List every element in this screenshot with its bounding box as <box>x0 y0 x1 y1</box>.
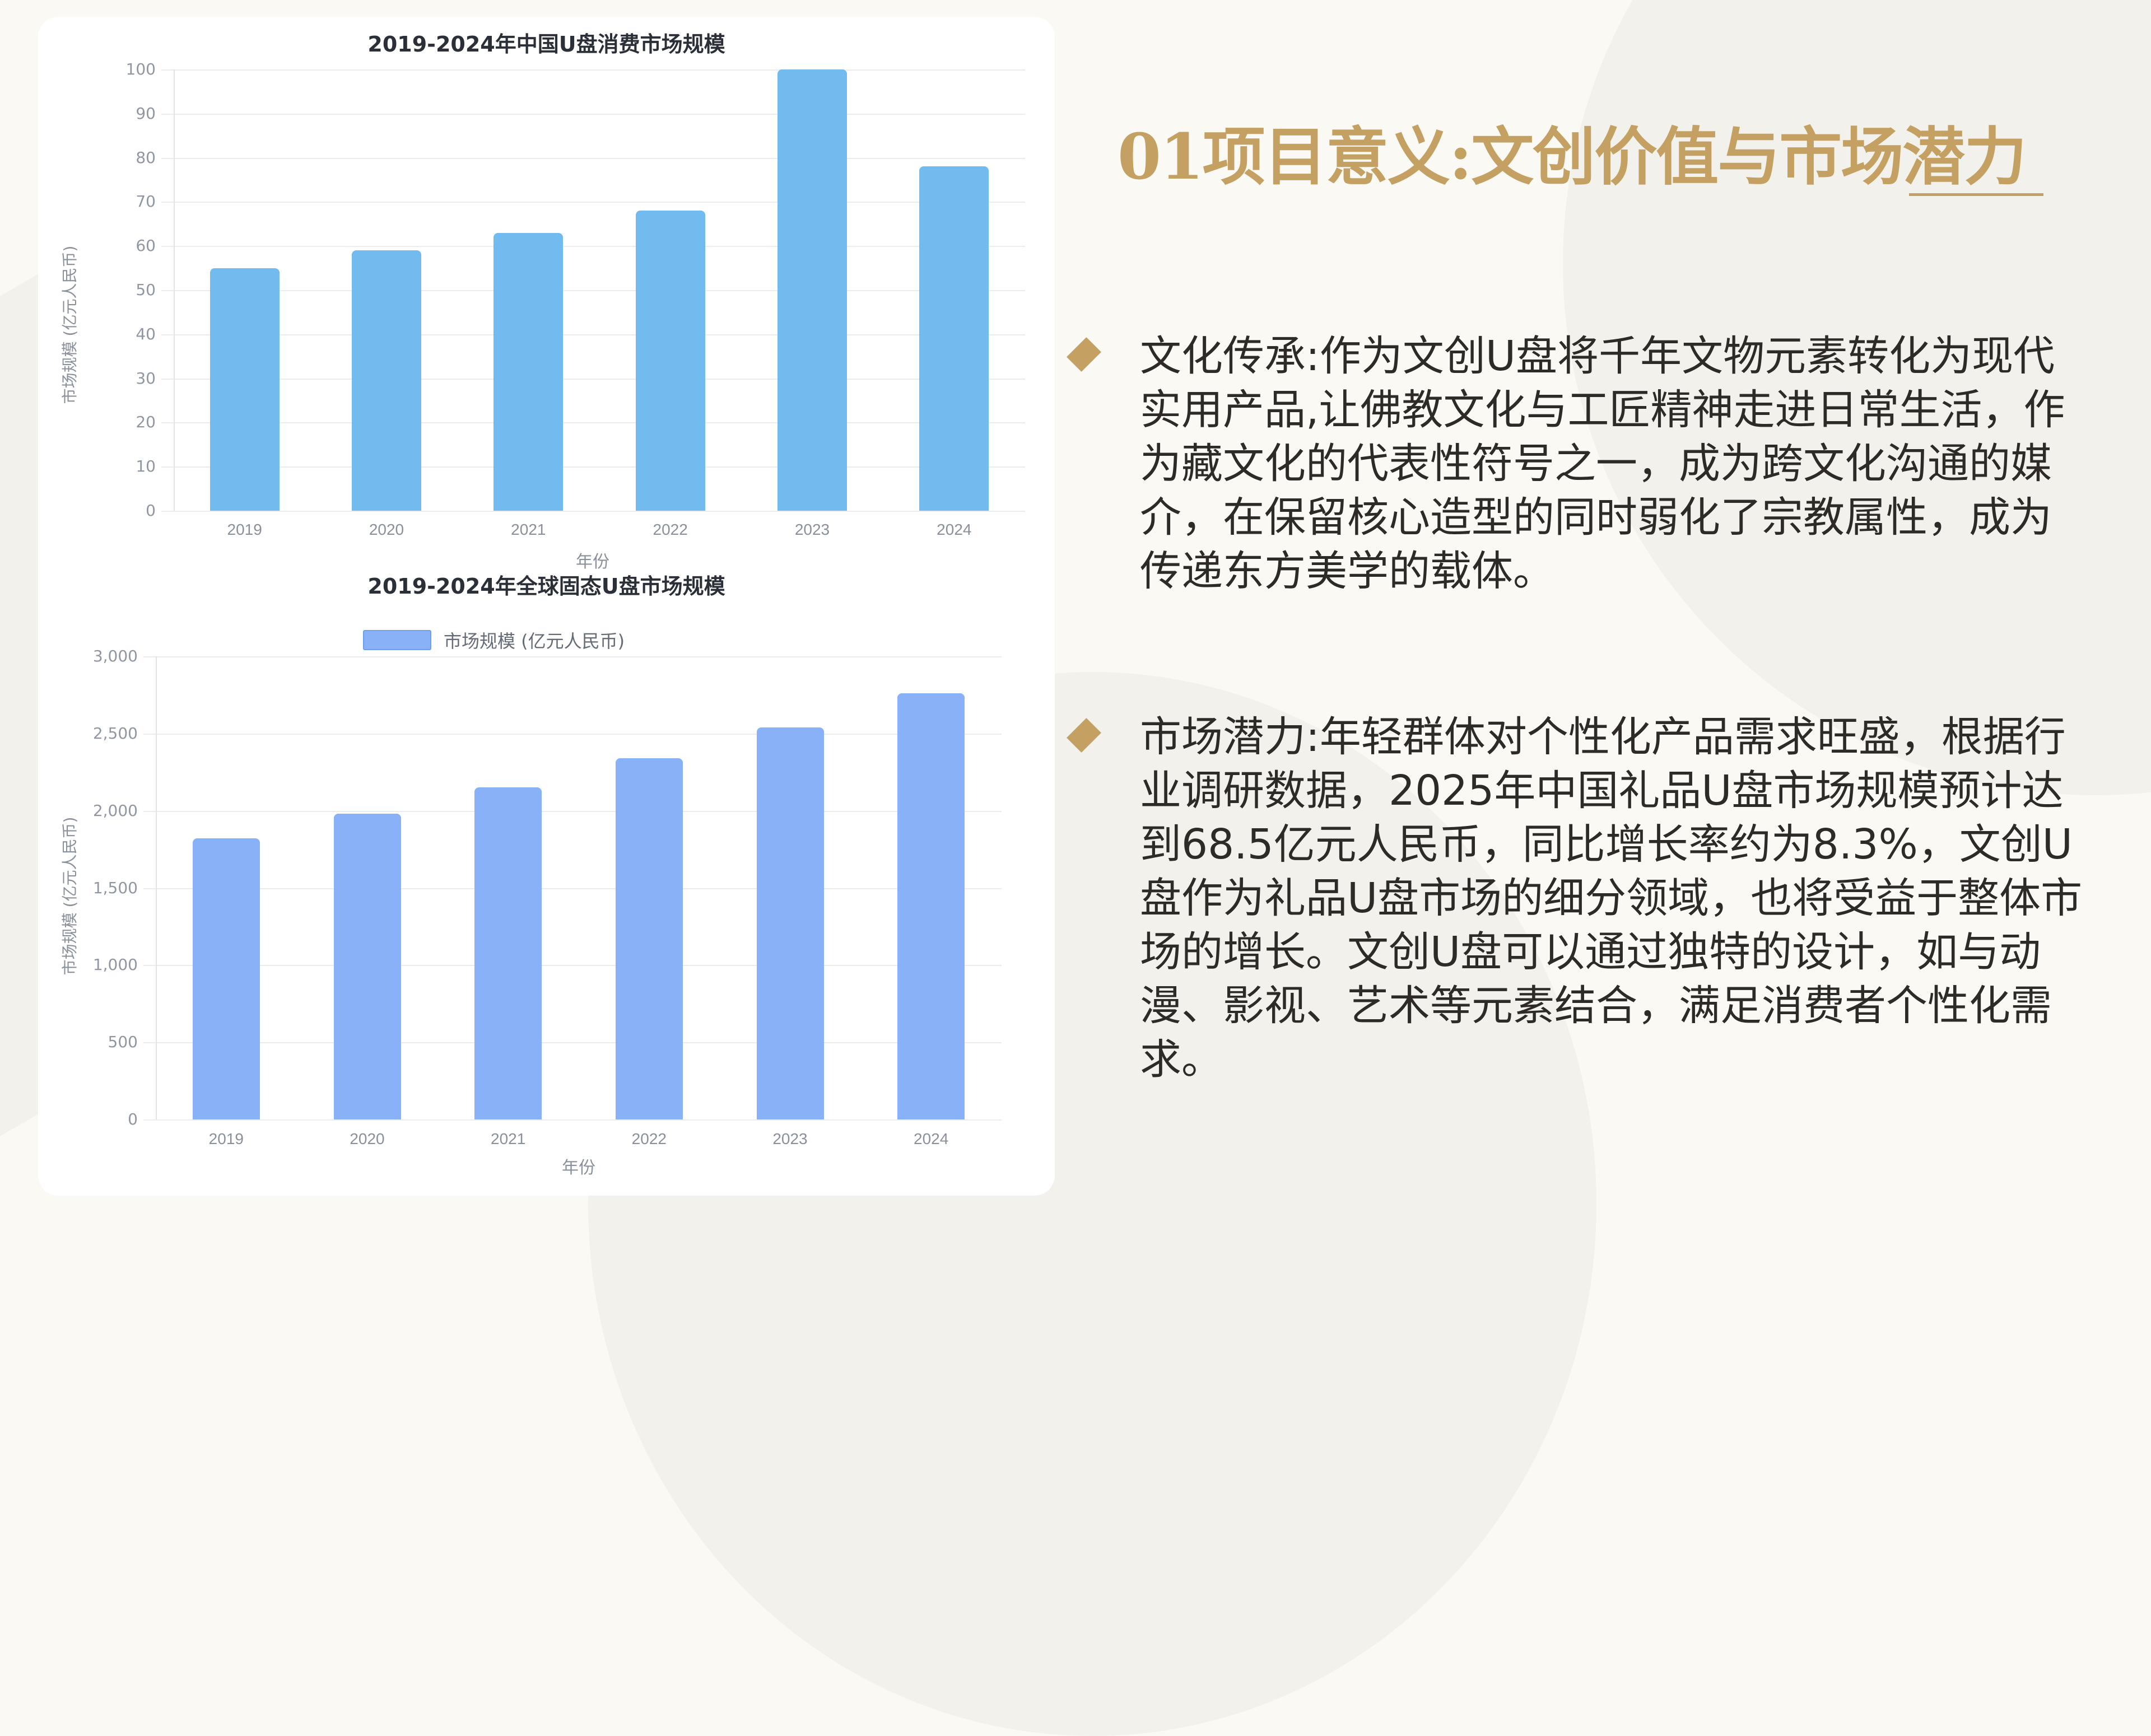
grid-line <box>161 466 1025 468</box>
y-tick-label: 20 <box>136 413 156 432</box>
y-tick-label: 60 <box>136 236 156 255</box>
grid-line <box>161 422 1025 424</box>
y-tick-label: 80 <box>136 148 156 167</box>
bullet-text: 文化传承:作为文创U盘将千年文物元素转化为现代实用产品,让佛教文化与工匠精神走进… <box>1140 332 2065 595</box>
legend-label: 市场规模 (亿元人民币) <box>444 631 625 652</box>
y-tick-label: 3,000 <box>92 647 138 665</box>
chart-title: 2019-2024年全球固态U盘市场规模 <box>367 574 725 599</box>
y-tick-label: 1,000 <box>92 955 138 974</box>
bar-2022[interactable] <box>615 758 683 1119</box>
grid-line <box>161 511 1025 512</box>
bar-2022[interactable] <box>635 211 705 511</box>
bar-2023[interactable] <box>777 69 847 511</box>
y-axis-line <box>174 69 175 511</box>
y-tick-label: 30 <box>136 368 156 388</box>
y-tick-label: 0 <box>128 1110 138 1128</box>
x-tick-label: 2022 <box>653 521 688 538</box>
grid-line <box>143 1119 1002 1121</box>
legend-swatch <box>363 630 431 650</box>
y-tick-label: 70 <box>136 192 156 211</box>
grid-line <box>161 334 1025 335</box>
x-axis-label: 年份 <box>576 552 609 572</box>
bar-2021[interactable] <box>493 232 564 511</box>
grid-line <box>161 113 1025 115</box>
y-tick-label: 2,000 <box>92 801 138 820</box>
chart-legend: 市场规模 (亿元人民币) <box>363 627 625 653</box>
grid-line <box>143 733 1002 735</box>
bar-2023[interactable] <box>756 727 824 1119</box>
bar-2019[interactable] <box>192 838 260 1119</box>
x-tick-label: 2021 <box>491 1130 526 1147</box>
y-axis-line <box>156 656 157 1119</box>
title-underline <box>1909 193 2043 196</box>
x-tick-label: 2024 <box>914 1130 949 1147</box>
diamond-bullet-icon <box>1067 337 1101 372</box>
y-tick-label: 90 <box>136 104 156 123</box>
y-tick-label: 50 <box>136 281 156 299</box>
grid-line <box>161 290 1025 291</box>
bullet-text: 市场潜力:年轻群体对个性化产品需求旺盛，根据行业调研数据，2025年中国礼品U盘… <box>1140 713 2083 1084</box>
y-tick-label: 0 <box>146 501 156 520</box>
bar-2020[interactable] <box>352 250 421 511</box>
bar-2020[interactable] <box>333 814 401 1119</box>
grid-line <box>143 1042 1002 1044</box>
x-tick-label: 2023 <box>794 521 830 538</box>
grid-line <box>143 888 1002 889</box>
grid-line <box>161 157 1025 159</box>
x-tick-label: 2023 <box>772 1130 808 1147</box>
x-tick-label: 2024 <box>937 521 972 538</box>
y-axis-label: 市场规模 (亿元人民币) <box>60 245 79 404</box>
bar-2024[interactable] <box>919 166 989 511</box>
charts-card: 2019-2024年中国U盘消费市场规模 市场规模 (亿元人民币) 年份 0 10… <box>38 17 1055 1196</box>
x-tick-label: 2020 <box>350 1130 385 1147</box>
x-tick-label: 2019 <box>227 521 262 538</box>
bar-2024[interactable] <box>897 693 965 1119</box>
y-tick-label: 1,500 <box>92 878 138 897</box>
x-tick-label: 2021 <box>511 521 546 538</box>
y-tick-label: 2,500 <box>92 724 138 743</box>
x-axis-label: 年份 <box>562 1158 595 1178</box>
grid-line <box>161 378 1025 380</box>
grid-line <box>143 810 1002 812</box>
x-tick-label: 2019 <box>208 1130 244 1147</box>
x-tick-label: 2020 <box>369 521 404 538</box>
x-tick-label: 2022 <box>631 1130 667 1147</box>
bar-2021[interactable] <box>474 787 542 1119</box>
grid-line <box>161 246 1025 248</box>
y-tick-label: 100 <box>125 60 156 78</box>
grid-line <box>143 656 1002 657</box>
grid-line <box>143 965 1002 967</box>
grid-line <box>161 69 1025 71</box>
bar-2019[interactable] <box>209 268 280 511</box>
chart-title: 2019-2024年中国U盘消费市场规模 <box>367 32 725 57</box>
y-tick-label: 10 <box>136 457 156 476</box>
y-tick-label: 40 <box>136 324 156 343</box>
y-tick-label: 500 <box>108 1033 138 1052</box>
slide-title: 01项目意义:文创价值与市场潜力 <box>1118 120 2027 194</box>
grid-line <box>161 202 1025 203</box>
